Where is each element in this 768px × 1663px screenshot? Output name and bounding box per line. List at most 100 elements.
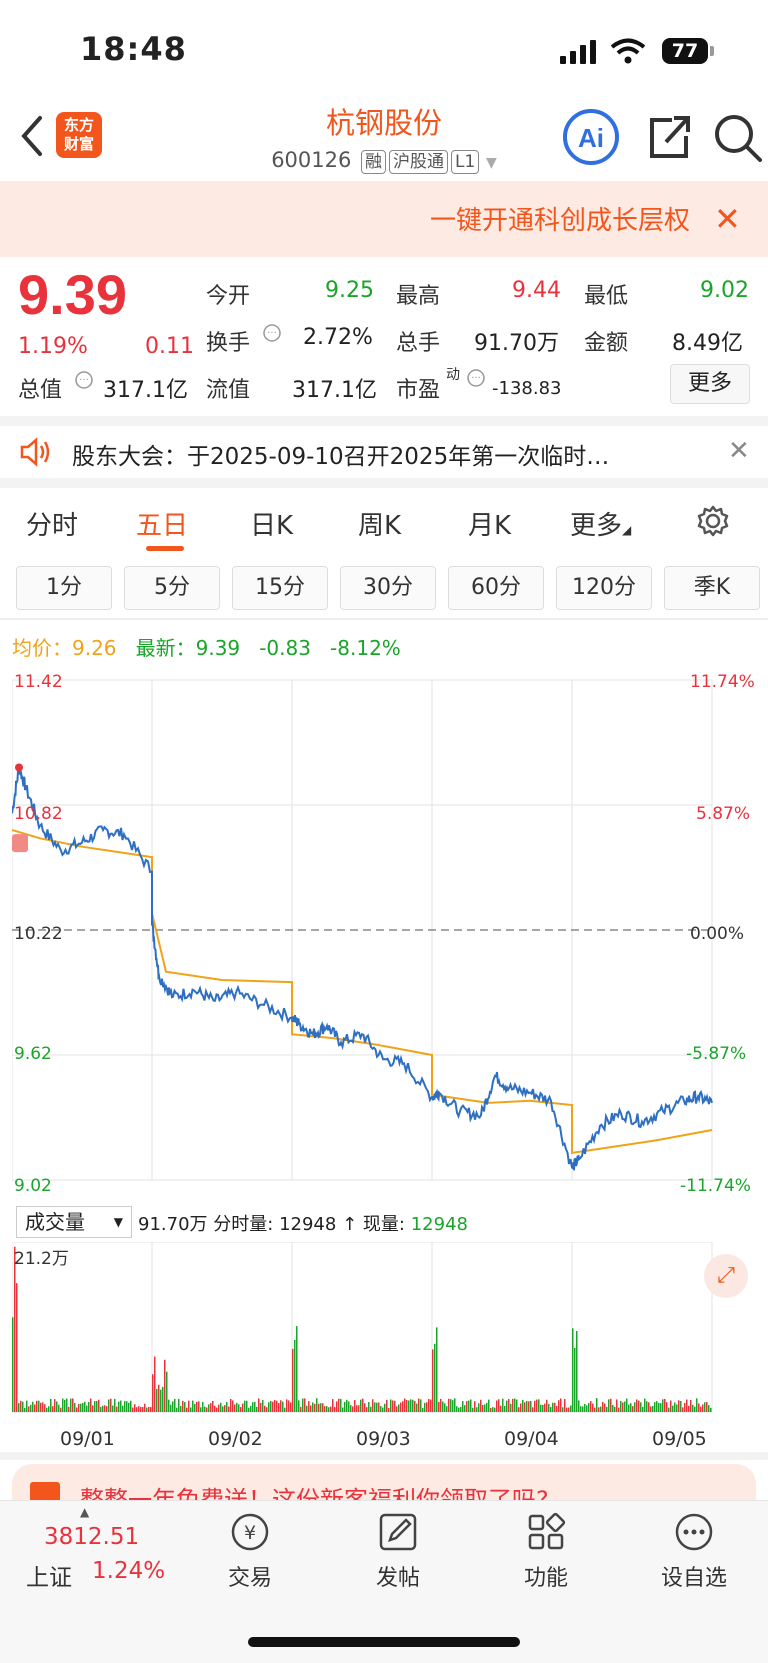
volume-bar: [506, 1400, 508, 1412]
info-icon[interactable]: ···: [74, 370, 94, 390]
stock-name: 杭钢股份: [325, 106, 442, 140]
more-button[interactable]: 更多: [670, 364, 750, 404]
volume-bar: [676, 1404, 678, 1412]
now-label: 现量:: [362, 1214, 405, 1235]
volume-bar: [622, 1402, 624, 1412]
volume-bar: [60, 1407, 62, 1412]
volume-bar: [588, 1403, 590, 1412]
notice-text[interactable]: 股东大会：于2025-09-10召开2025年第一次临时…: [72, 444, 610, 470]
period-30min[interactable]: 30分: [340, 566, 436, 610]
x-tick-label: 09/05: [652, 1428, 707, 1450]
volume-bar: [80, 1403, 82, 1412]
volume-bar: [472, 1407, 474, 1412]
volume-bar: [308, 1401, 310, 1412]
volume-bar: [182, 1400, 184, 1412]
volume-bar: [596, 1398, 598, 1412]
ai-button[interactable]: Ai: [562, 108, 620, 166]
period-120min[interactable]: 120分: [556, 566, 652, 610]
volume-bar: [600, 1406, 602, 1412]
up-caret-icon: ▲: [80, 1505, 90, 1519]
volume-bar: [586, 1405, 588, 1412]
tab-monthly-k[interactable]: 月K: [468, 511, 512, 541]
volume-bar: [306, 1405, 308, 1412]
volume-bar: [212, 1401, 214, 1412]
period-quarter-k[interactable]: 季K: [664, 566, 760, 610]
back-icon[interactable]: [16, 112, 46, 160]
period-1min[interactable]: 1分: [16, 566, 112, 610]
volume-bar: [418, 1398, 420, 1412]
volume-bar: [386, 1399, 388, 1412]
period-15min[interactable]: 15分: [232, 566, 328, 610]
volume-bar: [222, 1406, 224, 1412]
nav-post[interactable]: 发帖: [338, 1510, 458, 1592]
volume-bar: [292, 1348, 294, 1412]
pe-superscript: 动: [446, 367, 460, 383]
promo-text[interactable]: 一键开通科创成长层权: [430, 206, 690, 236]
volume-bar: [280, 1400, 282, 1412]
volume-bar: [288, 1400, 290, 1412]
indicator-select[interactable]: 成交量 ▼: [16, 1206, 132, 1238]
index-value[interactable]: 3812.51: [44, 1524, 140, 1550]
tab-daily-k[interactable]: 日K: [250, 511, 294, 541]
volume-bar: [342, 1407, 344, 1412]
volume-bar: [616, 1399, 618, 1412]
index-pct[interactable]: 1.24%: [92, 1558, 166, 1584]
volume-info: 91.70万 分时量: 12948 ↑ 现量: 12948: [138, 1210, 468, 1236]
tab-more[interactable]: 更多◢: [570, 505, 631, 542]
tick-value: 12948: [279, 1214, 337, 1235]
volume-bar: [88, 1402, 90, 1412]
volume-bar: [336, 1401, 338, 1412]
volume-bar: [546, 1399, 548, 1412]
volume-bar: [480, 1399, 482, 1412]
now-value: 12948: [410, 1214, 468, 1235]
volume-bar: [376, 1402, 378, 1412]
volume-bar: [520, 1403, 522, 1412]
stock-code: 600126: [271, 148, 352, 172]
settings-icon[interactable]: [696, 504, 730, 538]
volume-bar: [266, 1407, 268, 1412]
nav-trade[interactable]: ¥ 交易: [190, 1510, 310, 1592]
volume-bar: [68, 1406, 70, 1412]
volume-bar: [134, 1404, 136, 1412]
info-icon[interactable]: ···: [466, 368, 486, 388]
volume-bar: [196, 1401, 198, 1412]
volume-bar: [534, 1400, 536, 1412]
volume-bar: [322, 1403, 324, 1412]
nav-functions[interactable]: 功能: [486, 1510, 606, 1592]
stock-subtitle[interactable]: 600126 融沪股通 L1 ▼: [0, 148, 768, 174]
volume-chart[interactable]: [12, 1242, 756, 1422]
price-chart[interactable]: [12, 670, 756, 1200]
tab-more-label: 更多: [570, 511, 623, 541]
nav-watchlist[interactable]: 设自选: [634, 1510, 754, 1592]
y-right-tick: 0.00%: [690, 924, 745, 944]
info-icon[interactable]: ···: [262, 323, 282, 343]
tab-five-day[interactable]: 五日: [136, 511, 189, 541]
mktcap-label: 总值: [18, 378, 63, 403]
promo-banner[interactable]: [0, 181, 768, 257]
volume-bar: [334, 1406, 336, 1412]
volume-bar: [262, 1400, 264, 1412]
expand-icon[interactable]: ⤢: [704, 1254, 748, 1298]
promo-close-icon[interactable]: ✕: [714, 200, 741, 238]
volume-bar: [642, 1406, 644, 1412]
tab-weekly-k[interactable]: 周K: [358, 511, 402, 541]
volume-bar: [358, 1405, 360, 1412]
tab-timeshare[interactable]: 分时: [26, 511, 79, 541]
share-icon[interactable]: [640, 108, 698, 166]
index-name[interactable]: 上证: [26, 1565, 72, 1591]
volume-bar: [198, 1401, 200, 1412]
volume-bar: [388, 1407, 390, 1412]
period-60min[interactable]: 60分: [448, 566, 544, 610]
search-icon[interactable]: [708, 108, 766, 166]
volume-bar: [564, 1398, 566, 1412]
period-5min[interactable]: 5分: [124, 566, 220, 610]
volume-bar: [178, 1398, 180, 1412]
notice-close-icon[interactable]: ✕: [728, 436, 750, 466]
volume-bar: [110, 1398, 112, 1412]
volume-bar: [218, 1404, 220, 1412]
volume-bar: [380, 1406, 382, 1412]
divider: [0, 416, 768, 426]
volume-bar: [670, 1400, 672, 1412]
volume-bar: [408, 1400, 410, 1412]
volume-bar: [382, 1407, 384, 1412]
